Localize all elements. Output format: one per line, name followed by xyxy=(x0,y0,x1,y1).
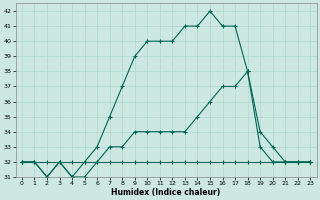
X-axis label: Humidex (Indice chaleur): Humidex (Indice chaleur) xyxy=(111,188,221,197)
